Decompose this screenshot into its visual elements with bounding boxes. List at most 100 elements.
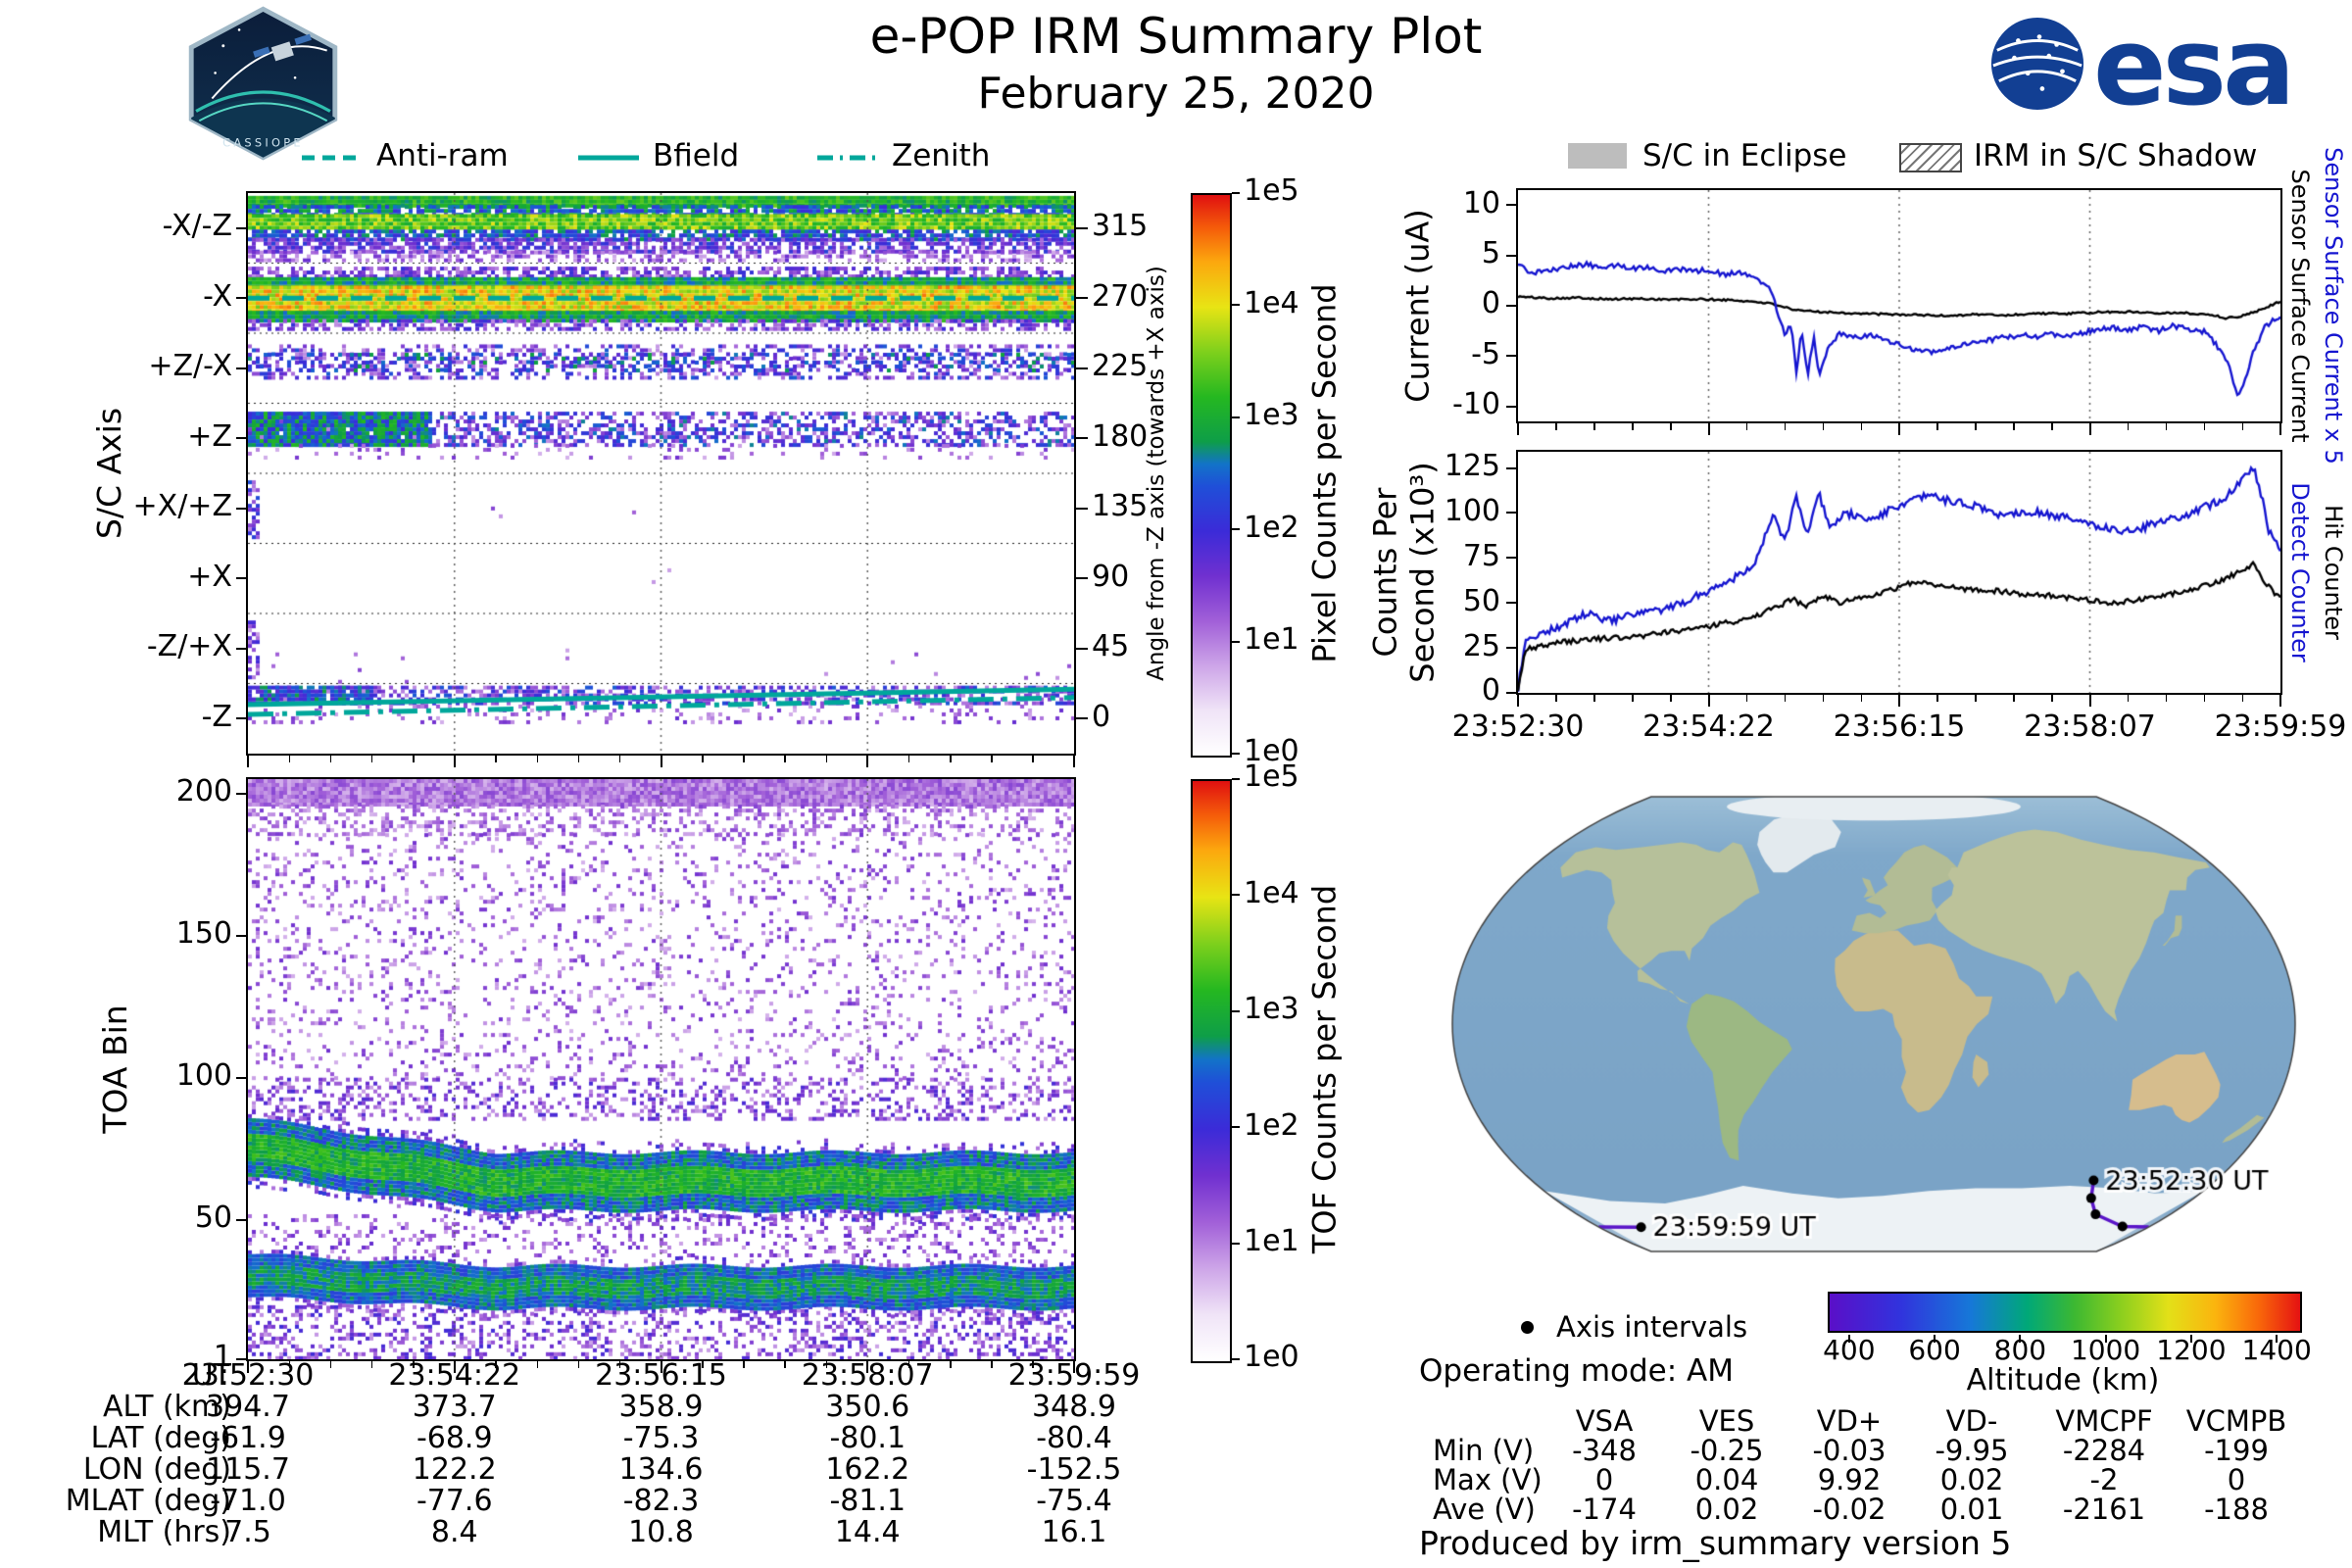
axis-tick <box>236 577 248 580</box>
hk-value: 9.92 <box>1817 1463 1882 1497</box>
ephemeris-value: 115.7 <box>206 1452 290 1488</box>
axis-tick <box>2241 423 2244 430</box>
axis-tick <box>236 507 248 510</box>
axis-tick <box>1517 695 1519 707</box>
pixel-colorbar-tick-label: 1e0 <box>1244 734 1299 769</box>
hk-value: 0.02 <box>1694 1493 1759 1527</box>
sc-axis-category-label: -Z <box>201 699 232 734</box>
toa-tick-label: 1 <box>213 1340 232 1375</box>
ephemeris-row-label: ALT (km) <box>103 1390 231 1425</box>
axis-tick <box>1934 1335 1936 1343</box>
ephemeris-value: 350.6 <box>825 1390 910 1425</box>
hk-row-label: Max (V) <box>1433 1463 1543 1497</box>
axis-tick <box>2279 695 2281 707</box>
ephemeris-value: -68.9 <box>416 1421 493 1456</box>
time-tick-label: 23:54:22 <box>1642 710 1775 745</box>
axis-tick <box>1822 695 1825 702</box>
tof-colorbar-tick-label: 1e5 <box>1244 760 1299 795</box>
angle-tick-label: 90 <box>1092 559 1130 594</box>
hk-value: -188 <box>2204 1493 2269 1527</box>
legend-zenith-label: Zenith <box>892 138 991 173</box>
axis-tick <box>236 934 248 937</box>
hk-value: 0.04 <box>1694 1463 1759 1497</box>
axis-tick <box>1232 778 1240 780</box>
ephemeris-value: 23:56:15 <box>595 1358 727 1394</box>
axis-tick <box>1707 423 1710 435</box>
axis-tick <box>1232 1126 1240 1129</box>
axis-tick <box>329 1361 332 1368</box>
ephemeris-row-label: UT <box>191 1358 231 1394</box>
altitude-colorbar <box>1828 1292 2302 1333</box>
axis-tick <box>236 1358 248 1360</box>
hk-value: 0.02 <box>1939 1463 2004 1497</box>
axis-tick <box>1860 423 1863 430</box>
sc-axis-category-label: +Z <box>187 418 232 454</box>
axis-tick <box>950 1361 952 1368</box>
legend-anti-ram-label: Anti-ram <box>376 138 509 173</box>
axis-tick <box>1745 695 1748 702</box>
time-tick-label: 23:52:30 <box>1451 710 1585 745</box>
axis-tick <box>784 1361 786 1368</box>
detect-counter-label: Detect Counter <box>2285 482 2314 662</box>
altitude-colorbar-label: Altitude (km) <box>1966 1363 2160 1397</box>
produced-by-footer: Produced by irm_summary version 5 <box>1419 1524 2012 1562</box>
hk-column-header: VD- <box>1945 1404 1998 1439</box>
axis-tick <box>495 1361 497 1368</box>
axis-tick <box>1670 423 1672 430</box>
hk-value: -2161 <box>2062 1493 2146 1527</box>
axis-tick <box>247 756 249 767</box>
axis-tick <box>236 647 248 650</box>
ephemeris-value: 14.4 <box>834 1515 901 1550</box>
tof-colorbar-tick-label: 1e4 <box>1244 875 1299 910</box>
sc-axis-category-label: +Z/-X <box>148 349 232 384</box>
axis-tick <box>743 756 745 762</box>
altitude-tick-label: 1400 <box>2241 1333 2312 1366</box>
sensor-surface-current-label: Sensor Surface Current <box>2285 169 2314 443</box>
axis-tick <box>1232 1009 1240 1012</box>
ephemeris-value: 358.9 <box>618 1390 704 1425</box>
axis-tick <box>660 756 662 767</box>
axis-tick <box>1076 297 1088 300</box>
ephemeris-value: -80.4 <box>1036 1421 1112 1456</box>
axis-tick <box>2276 1335 2278 1343</box>
axis-tick <box>2013 423 2015 430</box>
axis-tick <box>577 756 580 762</box>
axis-tick <box>1073 756 1075 767</box>
line-ytick-label: 125 <box>1444 448 1500 483</box>
axis-tick <box>907 756 910 762</box>
hk-value: -0.03 <box>1812 1434 1886 1468</box>
axis-tick <box>1232 1358 1240 1360</box>
ephemeris-value: 10.8 <box>628 1515 694 1550</box>
hk-column-header: VMCPF <box>2055 1404 2153 1439</box>
axis-tick <box>1975 695 1977 702</box>
axis-tick <box>2088 695 2091 707</box>
legend-eclipse-label: S/C in Eclipse <box>1642 138 1847 173</box>
axis-tick <box>1506 512 1518 514</box>
axis-tick <box>1975 423 1977 430</box>
ephemeris-value: -82.3 <box>622 1484 700 1519</box>
tof-colorbar-tick-label: 1e1 <box>1244 1224 1299 1258</box>
ephemeris-value: 122.2 <box>412 1452 497 1488</box>
axis-tick <box>1076 226 1088 229</box>
axis-tick <box>288 756 291 762</box>
esa-wordmark: esa <box>2093 4 2295 129</box>
axis-tick <box>236 437 248 440</box>
cassiope-mission-patch: CASSIOPE <box>188 6 338 161</box>
pixel-colorbar-tick-label: 1e4 <box>1244 285 1299 320</box>
axis-tick <box>1860 695 1863 702</box>
ephemeris-value: 134.6 <box>618 1452 704 1488</box>
angle-tick-label: 270 <box>1092 278 1149 314</box>
toa-tick-label: 100 <box>175 1058 232 1094</box>
hk-value: -2 <box>2089 1463 2119 1497</box>
line-ytick-label: 75 <box>1462 538 1500 573</box>
hk-value: -0.02 <box>1812 1493 1886 1527</box>
altitude-tick-label: 1000 <box>2070 1333 2141 1366</box>
ephemeris-value: 23:52:30 <box>181 1358 315 1394</box>
axis-tick <box>495 756 497 762</box>
hk-value: 0 <box>2227 1463 2246 1497</box>
ephemeris-row-label: LON (deg) <box>82 1452 231 1488</box>
axis-tick <box>1670 695 1672 702</box>
sc-axis-spectrogram-canvas <box>248 193 1074 754</box>
esa-logo: esa <box>1989 4 2342 129</box>
axis-tick <box>329 756 332 762</box>
